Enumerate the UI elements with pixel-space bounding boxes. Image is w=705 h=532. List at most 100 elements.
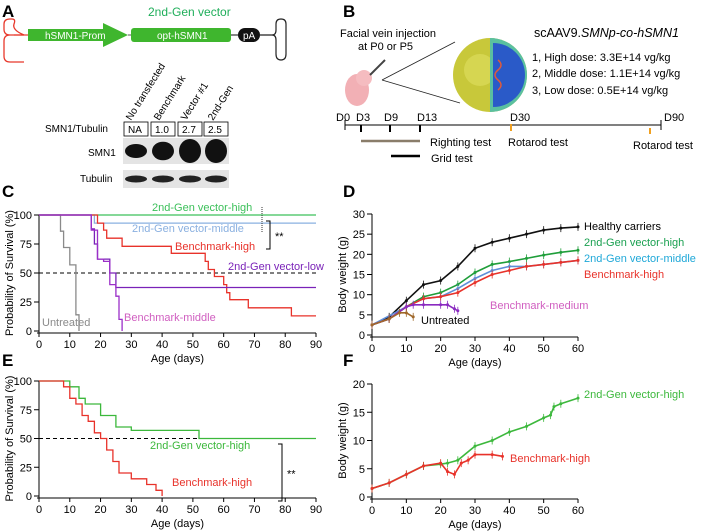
timeline: D0 D3 D9 D13 D30 D90 Righting test Grid … xyxy=(336,112,693,165)
series-2nd-gen-vector-high: 2nd-Gen vector-high xyxy=(39,202,316,216)
x-tick-label: 0 xyxy=(36,504,42,516)
injection-line2: at P0 or P5 xyxy=(358,41,413,53)
dose-middle: 2, Middle dose: 1.1E+14 vg/kg xyxy=(532,68,680,80)
y-axis-label: Body weight (g) xyxy=(337,402,349,478)
data-point xyxy=(459,461,463,465)
lane-label: 2nd-Gen xyxy=(206,84,236,123)
data-point xyxy=(466,458,470,462)
series-label: Healthy carriers xyxy=(584,221,662,233)
x-tick-label: 80 xyxy=(279,339,291,351)
x-tick-label: 0 xyxy=(36,339,42,351)
chart-c: 0 10 20 30 40 50 60 70 80 90 0 25 50 75 100 Age (days) P… xyxy=(4,202,324,365)
data-point xyxy=(542,253,546,257)
y-axis-label: Body weight (g) xyxy=(337,236,349,312)
syringe-icon xyxy=(369,59,386,76)
right-itr-icon xyxy=(260,18,287,61)
data-point xyxy=(576,396,580,400)
data-point xyxy=(404,305,408,309)
data-point xyxy=(456,309,460,313)
data-point xyxy=(507,264,511,268)
x-tick-label: 10 xyxy=(400,343,412,355)
data-point xyxy=(422,283,425,287)
data-point xyxy=(525,264,528,268)
series-2nd-gen-vector-middle: 2nd-Gen vector-middle xyxy=(370,253,696,329)
ratio-box xyxy=(123,121,149,137)
x-tick-label: 50 xyxy=(538,343,550,355)
series-label: 2nd-Gen vector-high xyxy=(150,440,250,452)
y-tick-label: 100 xyxy=(14,376,32,388)
panel-label-d: D xyxy=(343,182,355,201)
y-tick-label: 25 xyxy=(20,297,32,309)
series-label: Untreated xyxy=(42,317,90,329)
data-point xyxy=(387,481,391,485)
x-tick-label: 40 xyxy=(503,343,515,355)
data-point xyxy=(422,297,425,301)
data-point xyxy=(500,454,504,458)
vector-name-gene: SMNp-co-hSMN1 xyxy=(581,26,679,40)
x-tick-label: 60 xyxy=(572,505,584,517)
series-line xyxy=(371,249,579,326)
chart-d: 0 10 20 30 40 50 60 0 5 10 15 20 25 30 Age (days) Body … xyxy=(337,209,696,369)
promoter-label: hSMN1-Prom xyxy=(45,31,106,42)
data-point xyxy=(490,268,494,272)
ratio-boxes: NA 1.0 2.7 2.5 xyxy=(123,121,229,137)
series-benchmark-middle: Benchmark-middle xyxy=(39,214,216,331)
western-blot-lane-labels: No transfected Benchmark Vector #1 2nd-G… xyxy=(124,62,236,123)
series-label: 2nd-Gen vector-middle xyxy=(584,253,696,265)
series-untreated: Untreated xyxy=(370,308,469,329)
x-tick-label: 90 xyxy=(310,504,322,516)
x-tick-label: 20 xyxy=(435,505,447,517)
data-point xyxy=(473,453,477,457)
y-tick-label: 10 xyxy=(353,436,365,448)
data-point xyxy=(525,232,528,236)
series-line xyxy=(39,380,163,496)
data-point xyxy=(507,430,511,434)
x-tick-label: 70 xyxy=(248,504,260,516)
series-label: Benchmark-middle xyxy=(124,312,216,324)
x-tick-label: 40 xyxy=(156,339,168,351)
data-point xyxy=(456,283,460,287)
injection-line1: Facial vein injection xyxy=(340,28,436,40)
y-tick-label: 5 xyxy=(359,310,365,322)
rotarod-test-label: Rotarod test xyxy=(508,137,568,149)
series-label: 2nd-Gen vector-low xyxy=(228,261,324,273)
x-tick-label: 50 xyxy=(538,505,550,517)
y-tick-label: 20 xyxy=(353,249,365,261)
data-point xyxy=(507,268,511,272)
series-line xyxy=(371,453,503,490)
data-point xyxy=(439,291,443,295)
data-point xyxy=(446,461,450,465)
series-2nd-gen-vector-high: 2nd-Gen vector-high xyxy=(39,380,316,452)
data-point xyxy=(439,295,443,299)
data-point xyxy=(370,323,374,327)
series-line xyxy=(39,214,123,331)
data-point xyxy=(439,303,443,307)
y-tick-label: 100 xyxy=(14,210,32,222)
y-axis-label: Probability of Survival (%) xyxy=(4,376,16,502)
x-tick-label: 90 xyxy=(310,339,322,351)
row-label-tubulin: Tubulin xyxy=(80,174,112,185)
panel-label-e: E xyxy=(2,351,13,370)
data-point xyxy=(473,281,477,285)
timeline-label: D3 xyxy=(356,112,370,124)
data-point xyxy=(552,405,556,409)
grid-test-label: Grid test xyxy=(431,153,473,165)
data-point xyxy=(559,250,563,254)
data-point xyxy=(559,260,563,264)
x-tick-label: 60 xyxy=(218,339,230,351)
series-label: 2nd-Gen vector-high xyxy=(584,389,684,401)
ratio-box xyxy=(150,121,176,137)
series-line xyxy=(39,214,80,331)
data-point xyxy=(397,311,401,315)
data-point xyxy=(576,258,580,262)
x-tick-label: 60 xyxy=(218,504,230,516)
rotarod-test-label: Rotarod test xyxy=(633,140,693,152)
timeline-label: D30 xyxy=(510,112,530,124)
series-label: Benchmark-high xyxy=(584,269,664,281)
dose-low: 3, Low dose: 0.5E+14 vg/kg xyxy=(532,85,668,97)
data-point xyxy=(473,270,477,274)
timeline-label: D90 xyxy=(664,112,684,124)
promoter-arrow xyxy=(28,23,128,47)
